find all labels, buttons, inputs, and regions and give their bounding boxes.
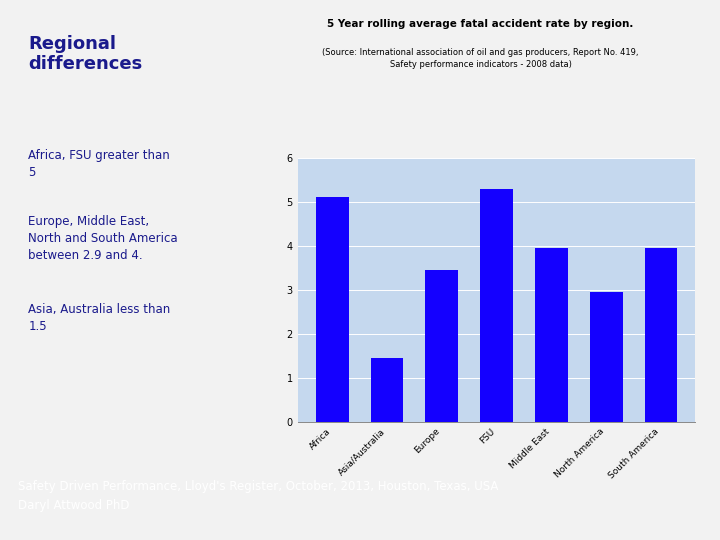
Bar — [371, 358, 403, 422]
Bar — [644, 248, 678, 422]
Bar — [480, 188, 513, 422]
Text: Safety Driven Performance, Lloyd's Register, October, 2013, Houston, Texas, USA
: Safety Driven Performance, Lloyd's Regis… — [18, 481, 498, 512]
Text: (Source: International association of oil and gas producers, Report No. 419,
Saf: (Source: International association of oi… — [323, 48, 639, 69]
Text: Europe, Middle East,
North and South America
between 2.9 and 4.: Europe, Middle East, North and South Ame… — [28, 215, 178, 262]
Bar — [590, 292, 623, 422]
Text: Regional
differences: Regional differences — [28, 35, 143, 73]
Bar — [316, 197, 348, 422]
Text: 5 Year rolling average fatal accident rate by region.: 5 Year rolling average fatal accident ra… — [328, 19, 634, 29]
Text: Asia, Australia less than
1.5: Asia, Australia less than 1.5 — [28, 303, 171, 333]
Text: Africa, FSU greater than
5: Africa, FSU greater than 5 — [28, 149, 170, 179]
Bar — [426, 270, 458, 422]
Bar — [535, 248, 568, 422]
